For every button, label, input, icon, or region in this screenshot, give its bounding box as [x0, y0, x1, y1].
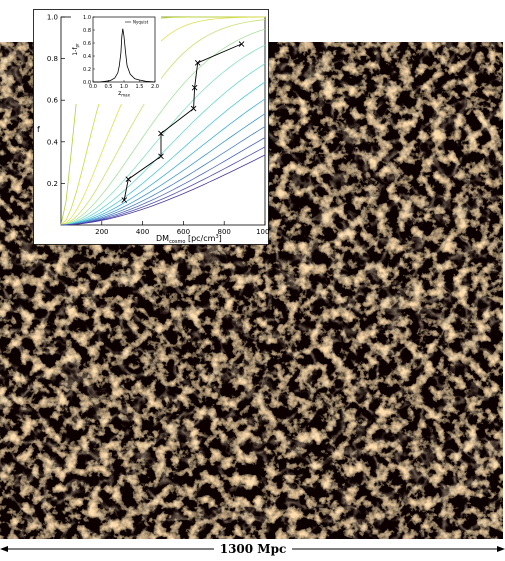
model-curve: [60, 63, 266, 226]
y-tick-label: 0.4: [47, 138, 59, 146]
x-tick-label: 600: [177, 228, 190, 236]
main-y-axis-label: f: [37, 125, 40, 134]
model-curve: [60, 154, 266, 226]
x-tick-label: 800: [218, 228, 231, 236]
y-tick-label: 0.8: [47, 55, 58, 63]
sub-y-tick-label: 0.0: [83, 80, 91, 86]
scale-bar-left-arrow: [0, 546, 8, 552]
model-curve: [60, 146, 266, 226]
sub-y-tick-label: 0.6: [83, 41, 91, 47]
model-curve: [60, 19, 266, 226]
y-tick-label: 0.2: [47, 180, 58, 188]
data-point-marker: [238, 41, 245, 47]
y-tick-label: 0.6: [47, 97, 59, 105]
model-curve: [60, 16, 265, 226]
model-curve: [60, 126, 266, 226]
scale-bar-label: 1300 Mpc: [220, 542, 287, 556]
sub-x-tick-label: 0.5: [105, 84, 113, 90]
sub-plot: 0.0 0.5 1.0 1.5 2.0 0.0 0.2 0.4 0.6 0.8 1.0 Nyquist…: [71, 15, 161, 104]
main-x-axis-label: DMcosmo [pc/cm3]: [156, 234, 222, 245]
sub-y-tick-label: 1.0: [83, 15, 91, 21]
data-point-marker: [194, 59, 201, 66]
x-tick-label: 400: [136, 228, 149, 236]
y-tick-label: 1.0: [47, 14, 58, 22]
model-curve: [60, 16, 265, 226]
model-curve: [60, 137, 266, 226]
sub-x-tick-label: 0.0: [89, 84, 97, 90]
model-curve: [60, 28, 266, 226]
sub-x-tick-label: 1.0: [120, 84, 128, 90]
model-curve: [60, 44, 266, 226]
data-point-marker: [158, 153, 164, 160]
legend-label: Nyquist: [133, 20, 149, 25]
model-curve: [60, 98, 266, 226]
sub-y-axis-label: 1-fpr: [72, 43, 80, 56]
data-point-marker: [158, 130, 164, 137]
scale-bar-right-arrow: [497, 546, 505, 552]
sub-plot-background: [71, 15, 161, 104]
sub-y-tick-label: 0.2: [83, 67, 91, 73]
data-point-marker: [191, 84, 198, 91]
scale-bar: 1300 Mpc: [0, 541, 505, 556]
nyquist-curve: [93, 28, 156, 83]
sub-x-tick-label: 2.0: [151, 84, 159, 90]
data-point-marker: [125, 176, 132, 183]
sub-x-axis-label: zmax: [118, 90, 131, 98]
measured-series-line: [123, 43, 242, 201]
data-point-marker: [190, 105, 197, 112]
model-curve: [60, 81, 266, 226]
x-tick-label: 200: [95, 228, 108, 236]
data-point-marker: [121, 197, 128, 203]
sub-x-tick-label: 1.5: [136, 84, 144, 90]
model-curve: [60, 113, 266, 226]
sub-y-tick-label: 0.4: [83, 54, 91, 60]
sub-y-tick-label: 0.8: [83, 28, 91, 34]
